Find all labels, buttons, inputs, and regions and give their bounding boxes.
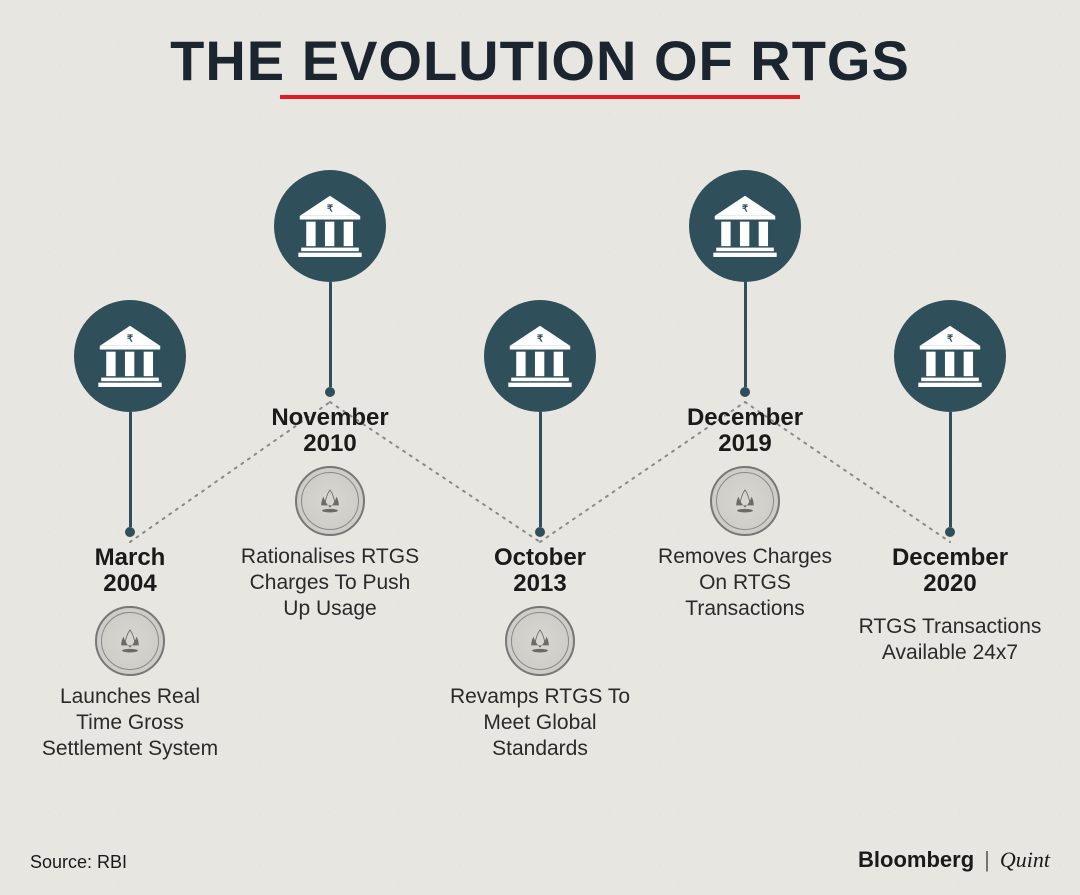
svg-text:₹: ₹: [947, 334, 953, 344]
bank-badge: ₹: [894, 300, 1006, 412]
node-description: Launches Real Time Gross Settlement Syst…: [35, 684, 225, 763]
bank-badge: ₹: [484, 300, 596, 412]
svg-text:₹: ₹: [537, 334, 543, 344]
brand-separator: |: [984, 847, 990, 873]
node-description: Revamps RTGS To Meet Global Standards: [445, 684, 635, 763]
source-label: Source: RBI: [30, 852, 127, 873]
svg-text:₹: ₹: [327, 204, 333, 214]
node-description: RTGS Transactions Available 24x7: [855, 614, 1045, 667]
node-date: December2020: [855, 545, 1045, 598]
rbi-seal-icon: [95, 606, 165, 676]
rbi-seal-icon: [505, 606, 575, 676]
timeline-node: ₹ December2019 Removes Charges On RTGS T…: [650, 170, 840, 623]
connector-line: [329, 282, 332, 387]
connector-dot: [535, 527, 545, 537]
bank-icon: ₹: [294, 190, 366, 262]
timeline-node: ₹ November2010 Rationalises RTGS Charges…: [235, 170, 425, 623]
bank-badge: ₹: [689, 170, 801, 282]
connector-line: [129, 412, 132, 527]
bank-badge: ₹: [274, 170, 386, 282]
connector-line: [744, 282, 747, 387]
brand-footer: Bloomberg | Quint: [858, 847, 1050, 873]
connector-line: [949, 412, 952, 527]
rbi-seal-icon: [295, 466, 365, 536]
node-description: Removes Charges On RTGS Transactions: [650, 544, 840, 623]
main-title: THE EVOLUTION OF RTGS: [0, 28, 1080, 93]
timeline-node: ₹ October2013 Revamps RTGS To Meet Globa…: [445, 300, 635, 763]
node-date: March2004: [35, 545, 225, 598]
node-date: October2013: [445, 545, 635, 598]
node-description: Rationalises RTGS Charges To Push Up Usa…: [235, 544, 425, 623]
svg-text:₹: ₹: [127, 334, 133, 344]
title-underline: [280, 95, 800, 99]
title-block: THE EVOLUTION OF RTGS: [0, 0, 1080, 99]
timeline-container: ₹ March2004 Launches Real Time Gross Set…: [0, 140, 1080, 780]
node-date: December2019: [650, 405, 840, 458]
timeline-node: ₹ March2004 Launches Real Time Gross Set…: [35, 300, 225, 763]
bank-icon: ₹: [709, 190, 781, 262]
connector-line: [539, 412, 542, 527]
node-date: November2010: [235, 405, 425, 458]
bank-icon: ₹: [914, 320, 986, 392]
connector-dot: [740, 387, 750, 397]
brand-bloomberg: Bloomberg: [858, 847, 974, 873]
connector-dot: [125, 527, 135, 537]
brand-quint: Quint: [1000, 847, 1050, 873]
bank-icon: ₹: [94, 320, 166, 392]
svg-text:₹: ₹: [742, 204, 748, 214]
timeline-node: ₹ December2020 RTGS Transactions Availabl…: [855, 300, 1045, 666]
bank-icon: ₹: [504, 320, 576, 392]
bank-badge: ₹: [74, 300, 186, 412]
rbi-seal-icon: [710, 466, 780, 536]
connector-dot: [945, 527, 955, 537]
connector-dot: [325, 387, 335, 397]
